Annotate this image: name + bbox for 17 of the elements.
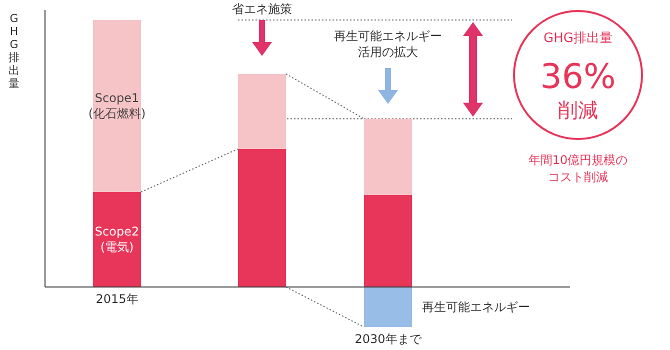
text: GHG排出量 [8, 12, 20, 90]
y-axis-title: GHG排出量 [544, 31, 612, 46]
x-tick-label: 2030年まで [354, 332, 422, 346]
bar [364, 118, 412, 195]
text: 省エネ施策 [232, 2, 292, 16]
bar [93, 20, 141, 192]
annotation: コスト削減 [548, 170, 608, 184]
annotation: 36% [540, 57, 616, 97]
annotation: 再生可能エネルギー [334, 29, 442, 43]
series-label: Scope2 (電気) [94, 224, 140, 254]
annotation: 削減 [558, 98, 598, 122]
x-tick-label: 2015年 [96, 292, 138, 306]
annotation: 活用の拡大 [358, 45, 418, 59]
bar [93, 192, 141, 287]
annotation: 年間10億円規模の [528, 153, 628, 167]
series-label: Scope1 (化石燃料) [88, 90, 146, 121]
series-label: 再生可能エネルギー [422, 300, 530, 314]
